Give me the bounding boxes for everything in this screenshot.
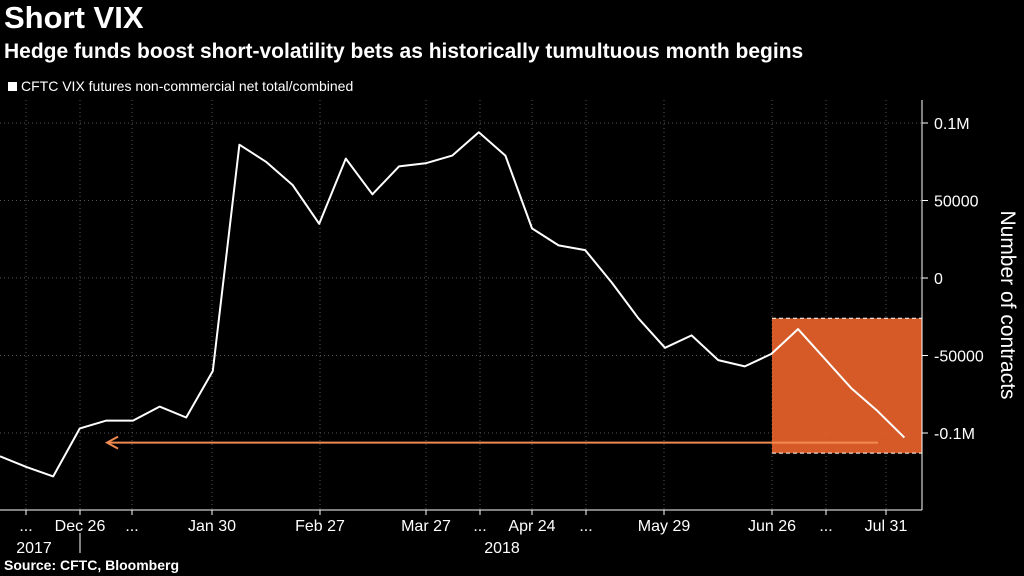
- x-tick-label: Jan 30: [188, 518, 236, 535]
- y-tick-label: 0: [934, 271, 943, 288]
- x-tick-label: ...: [19, 518, 32, 535]
- x-tick-label: ...: [473, 518, 486, 535]
- x-tick-label: ...: [579, 518, 592, 535]
- x-tick-label: Apr 24: [508, 518, 555, 535]
- year-label-2017: 2017: [16, 540, 52, 557]
- y-axis-label: Number of contracts: [996, 210, 1019, 399]
- series-line: [0, 131, 906, 478]
- legend-label: CFTC VIX futures non-commercial net tota…: [21, 78, 354, 94]
- chart-subtitle: Hedge funds boost short-volatility bets …: [4, 40, 804, 63]
- x-tick-label: ...: [819, 518, 832, 535]
- year-label-2018: 2018: [484, 540, 520, 557]
- source-note: Source: CFTC, Bloomberg: [4, 557, 180, 573]
- chart-title: Short VIX: [4, 0, 144, 35]
- x-tick-label: Feb 27: [295, 518, 345, 535]
- x-tick-label: Jul 31: [865, 518, 908, 535]
- x-tick-label: Dec 26: [55, 518, 106, 535]
- legend-swatch: [8, 81, 17, 91]
- legend: CFTC VIX futures non-commercial net tota…: [8, 78, 353, 94]
- x-tick-label: ...: [125, 518, 138, 535]
- x-tick-label: May 29: [638, 518, 691, 535]
- x-tick-label: Jun 26: [748, 518, 796, 535]
- y-tick-label: 50000: [934, 194, 979, 211]
- x-tick-label: Mar 27: [401, 518, 451, 535]
- y-tick-label: 0.1M: [934, 116, 970, 133]
- y-tick-label: -50000: [934, 349, 984, 366]
- annotation-arrow-head: [104, 435, 119, 450]
- y-tick-label: -0.1M: [934, 426, 975, 443]
